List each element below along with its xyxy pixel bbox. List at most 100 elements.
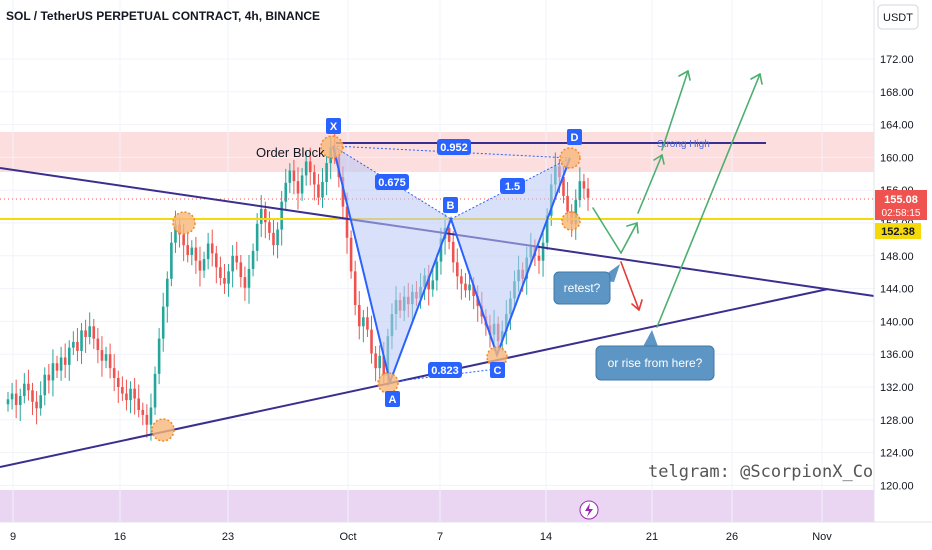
candle-body: [6, 399, 10, 405]
candle-body: [321, 182, 324, 198]
candle-body: [96, 338, 100, 351]
candle-body: [276, 229, 279, 246]
svg-text:D: D: [571, 132, 579, 144]
y-tick-label: 168.00: [880, 87, 914, 99]
currency-button[interactable]: USDT: [877, 4, 919, 30]
candle-body: [182, 234, 185, 246]
candle-body: [259, 209, 263, 224]
candle-body: [235, 255, 239, 263]
svg-text:152.38: 152.38: [881, 226, 915, 238]
candle-body: [88, 326, 91, 337]
candle-body: [133, 388, 136, 399]
candle-body: [243, 277, 247, 288]
x-tick-label: 7: [437, 531, 443, 543]
x-tick-label: 14: [540, 531, 552, 543]
candle-body: [108, 354, 112, 369]
candle-body: [67, 347, 71, 365]
candle-body: [247, 268, 251, 288]
candle-body: [455, 262, 459, 277]
ascending-trendline: [0, 288, 829, 468]
svg-text:02:58:15: 02:58:15: [882, 208, 921, 219]
candle-body: [317, 184, 320, 198]
candle-body: [582, 181, 586, 189]
svg-text:1.5: 1.5: [505, 181, 520, 193]
candle-body: [223, 277, 226, 284]
arrow-drop-head: [631, 299, 643, 311]
svg-text:155.08: 155.08: [884, 194, 918, 206]
candle-body: [215, 253, 218, 268]
y-tick-label: 136.00: [880, 349, 914, 361]
y-tick-label: 144.00: [880, 284, 914, 296]
candle-body: [435, 261, 439, 281]
svg-text:retest?: retest?: [564, 281, 601, 295]
candle-body: [382, 355, 386, 376]
candle-body: [80, 330, 83, 351]
candle-body: [194, 247, 198, 261]
x-tick-label: 9: [10, 531, 16, 543]
strong-high-label: Strong High: [657, 139, 710, 150]
candle-body: [451, 241, 455, 263]
last-price-tag: 155.08 02:58:15: [875, 190, 927, 220]
candle-body: [59, 357, 63, 371]
price-axis: [874, 0, 932, 522]
candle-body: [165, 278, 169, 307]
circle-retest: [561, 211, 581, 231]
candle-body: [210, 243, 214, 254]
ratio-abc: 0.823: [428, 362, 462, 378]
candle-body: [313, 172, 316, 185]
candle-body: [370, 329, 373, 354]
candle-body: [239, 262, 243, 278]
candle-body: [578, 181, 582, 201]
candle-body: [251, 250, 255, 269]
candle-body: [227, 271, 230, 284]
candle-body: [43, 374, 47, 396]
candle-body: [39, 395, 42, 409]
y-tick-label: 160.00: [880, 152, 914, 164]
y-tick-label: 148.00: [880, 251, 914, 263]
label-b: B: [443, 197, 458, 213]
candle-body: [202, 259, 206, 271]
candle-body: [121, 387, 124, 394]
ratio-bcd: 1.5: [500, 178, 525, 194]
candle-body: [170, 242, 173, 279]
svg-text:C: C: [494, 365, 502, 377]
bottom-zone: [0, 490, 874, 522]
label-a: A: [385, 391, 400, 407]
x-tick-label: 16: [114, 531, 126, 543]
candle-body: [431, 280, 435, 290]
candle-body: [562, 177, 565, 196]
candle-body: [345, 206, 349, 238]
candle-body: [157, 338, 161, 374]
arrow-retest-up: [620, 222, 638, 254]
ratio-xab: 0.675: [375, 174, 409, 190]
candle-body: [378, 355, 381, 369]
candle-body: [255, 223, 259, 251]
candle-body: [231, 255, 234, 272]
candle-body: [541, 242, 545, 261]
candle-body: [186, 245, 190, 255]
candle-body: [574, 200, 578, 224]
label-c: C: [490, 362, 505, 378]
candle-body: [198, 260, 202, 271]
candle-body: [76, 341, 79, 351]
candle-body: [472, 284, 475, 296]
callout-retest: retest?: [553, 264, 620, 305]
x-tick-label: 23: [222, 531, 234, 543]
candle-body: [137, 398, 141, 410]
candle-body: [174, 224, 177, 243]
candle-body: [280, 201, 283, 230]
svg-text:B: B: [447, 200, 455, 212]
svg-text:or rise from here?: or rise from here?: [608, 356, 703, 370]
candle-body: [439, 238, 443, 262]
label-d: D: [567, 129, 582, 145]
candle-body: [292, 170, 296, 182]
candle-body: [206, 243, 210, 260]
pattern-xd-dotted: [332, 145, 571, 159]
y-tick-label: 140.00: [880, 316, 914, 328]
y-tick-label: 120.00: [880, 480, 914, 492]
callout-rise: or rise from here?: [595, 330, 715, 381]
time-axis-ticks: 9 16 23 Oct 7 14 21 26 Nov: [10, 531, 832, 543]
circle-a: [377, 372, 399, 394]
arrow-long-up-1: [661, 70, 689, 151]
lightning-icon[interactable]: [579, 500, 599, 520]
